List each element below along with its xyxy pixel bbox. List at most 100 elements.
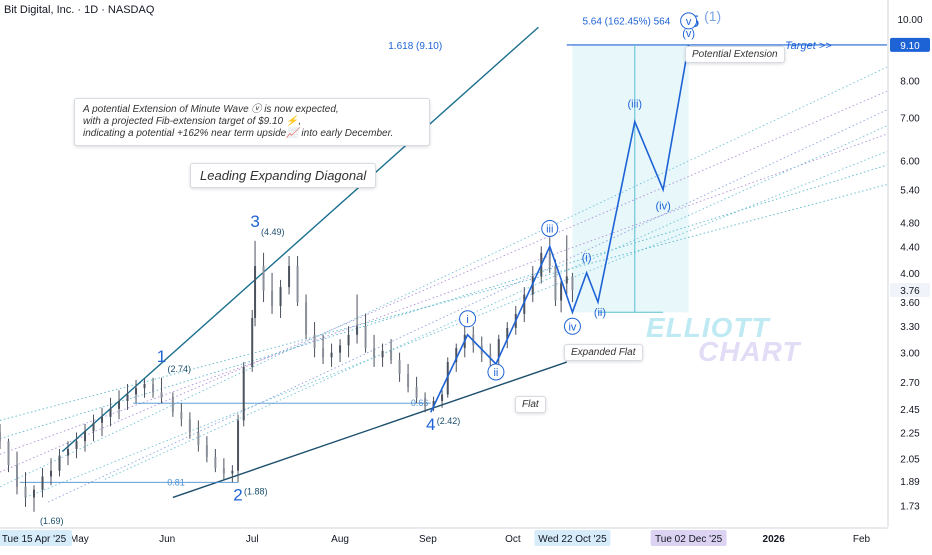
candle-body	[279, 287, 282, 306]
target-price-value: 9.10	[900, 41, 920, 52]
candle-body	[126, 394, 129, 402]
candle-body	[339, 345, 342, 353]
watermark-elliott: ELLIOTT	[646, 312, 770, 343]
price-tick-label: 2.05	[900, 454, 920, 465]
swing-value-label: (2.42)	[437, 416, 461, 426]
fan-line	[104, 125, 888, 480]
date-highlight-label: Tue 02 Dec '25	[655, 534, 723, 545]
wave-label: ii	[493, 367, 498, 379]
candle-body	[254, 266, 257, 318]
price-tick-label: 3.30	[900, 322, 920, 333]
projection-zone	[572, 44, 689, 313]
candle-body	[75, 441, 78, 449]
time-tick-label: Feb	[853, 534, 871, 545]
pattern-label: Leading Expanding Diagonal	[190, 163, 377, 188]
date-highlight-box	[650, 530, 727, 546]
price-tick-label: 2.70	[900, 378, 920, 389]
swing-value-label: (2.74)	[168, 364, 192, 374]
symbol-header[interactable]: Bit Digital, Inc. · 1D · NASDAQ	[4, 4, 155, 16]
fan-line	[47, 109, 888, 503]
wave-label: (ii)	[594, 307, 606, 319]
candle-body	[364, 326, 367, 349]
candle-body	[222, 467, 225, 474]
candle-body	[237, 420, 240, 471]
swing-value-label: (1.69)	[40, 516, 64, 526]
time-tick-label: Jul	[246, 534, 259, 545]
candle-body	[33, 489, 36, 498]
info-line-1: A potential Extension of Minute Wave ⓥ i…	[83, 104, 339, 115]
time-tick-label: 2026	[763, 534, 786, 545]
candle-body	[455, 348, 458, 363]
candle-body	[330, 352, 333, 358]
candle-body	[205, 445, 208, 457]
candle-body	[497, 339, 500, 358]
candle-body	[560, 283, 563, 301]
time-tick-label: Sep	[419, 534, 437, 545]
candle-body	[356, 326, 359, 335]
candle-body	[41, 476, 44, 490]
swing-value-label: (1.88)	[244, 486, 268, 496]
candle-body	[92, 422, 95, 432]
date-highlight-box	[0, 530, 73, 546]
price-tick-label: 10.00	[897, 15, 922, 26]
date-highlight-label: Wed 22 Oct '25	[538, 534, 607, 545]
wave-circle	[541, 219, 559, 237]
candle-body	[489, 354, 492, 358]
candle-body	[262, 266, 265, 291]
price-tick-label: 8.00	[900, 77, 920, 88]
candle-body	[554, 266, 557, 301]
wave-circle	[459, 310, 477, 328]
candle-body	[571, 276, 574, 291]
candle-body	[109, 408, 112, 417]
candle-body	[101, 416, 104, 423]
potential-extension-callout: Potential Extension	[685, 46, 785, 63]
candle-body	[0, 432, 1, 442]
price-tick-label: 3.60	[900, 298, 920, 309]
time-tick-label: Jun	[159, 534, 175, 545]
candle-body	[180, 412, 183, 420]
candle-body	[7, 441, 10, 466]
candle-body	[58, 455, 61, 471]
time-axis	[0, 528, 932, 550]
candle-body	[381, 350, 384, 358]
expanded-flat-callout: Expanded Flat	[564, 344, 643, 361]
target-price-tag	[890, 37, 930, 52]
wave-label: iv	[568, 321, 576, 333]
price-tick-label: 4.80	[900, 218, 920, 229]
candle-body	[548, 252, 551, 267]
wave-label: v	[686, 16, 692, 28]
candle-body	[50, 470, 53, 477]
price-tick-label: 7.00	[900, 114, 920, 125]
info-note-box: A potential Extension of Minute Wave ⓥ i…	[74, 98, 430, 146]
current-price-tag	[890, 283, 930, 298]
candle-body	[251, 317, 254, 367]
candle-body	[171, 397, 174, 413]
candle-body	[506, 327, 509, 340]
upper-trendline	[61, 26, 539, 453]
time-tick-label: Aug	[331, 534, 349, 545]
candle-body	[242, 366, 245, 421]
candle-body	[67, 448, 70, 456]
candle-body	[24, 486, 27, 498]
wave-label: (v)	[682, 28, 695, 40]
candle-body	[390, 350, 393, 361]
wave-label: iii	[546, 223, 553, 235]
candle-body	[188, 419, 191, 433]
swing-value-label: (4.49)	[261, 227, 285, 237]
fib-level-label: 1.618 (9.10)	[388, 41, 442, 52]
candle-body	[84, 431, 87, 442]
candle-body	[432, 401, 435, 407]
price-tick-label: 4.00	[900, 269, 920, 280]
candle-body	[271, 290, 274, 306]
candle-body	[296, 266, 299, 303]
candle-body	[373, 348, 376, 358]
candle-body	[143, 383, 146, 389]
info-line-2: with a projected Fib-extension target of…	[83, 116, 302, 127]
watermark-chart: CHART	[698, 336, 801, 367]
price-tick-label: 1.73	[900, 501, 920, 512]
price-axis	[888, 0, 932, 550]
wave-label: (i)	[582, 252, 592, 264]
wave-circle	[487, 363, 505, 381]
